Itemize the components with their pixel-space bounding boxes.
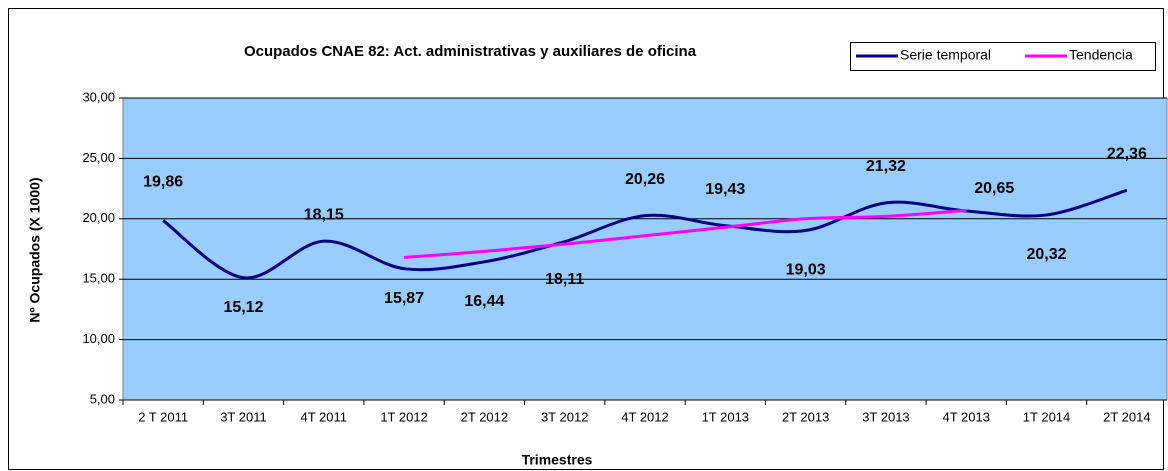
x-tick-label: 2T 2012	[461, 409, 508, 424]
chart-title: Ocupados CNAE 82: Act. administrativas y…	[244, 43, 697, 60]
x-axis-title: Trimestres	[522, 452, 593, 468]
data-label: 19,03	[786, 262, 826, 279]
data-label: 16,44	[464, 293, 504, 310]
x-tick-label: 3T 2011	[220, 409, 267, 424]
y-tick-label: 10,00	[82, 331, 115, 346]
data-label: 20,32	[1027, 246, 1067, 263]
y-tick-label: 5,00	[90, 391, 115, 406]
y-tick-label: 20,00	[82, 210, 115, 225]
series-line	[403, 208, 967, 259]
data-label: 21,32	[866, 158, 906, 175]
data-label: 22,36	[1107, 146, 1147, 163]
y-tick-label: 15,00	[82, 271, 115, 286]
data-label: 15,12	[223, 299, 263, 316]
data-label: 20,65	[974, 180, 1014, 197]
x-tick-label: 3T 2013	[862, 409, 909, 424]
data-label: 18,11	[545, 271, 584, 288]
data-label: 19,43	[705, 181, 745, 198]
x-tick-label: 1T 2013	[702, 409, 749, 424]
x-tick-label: 2 T 2011	[138, 409, 188, 424]
x-tick-label: 2T 2013	[782, 409, 829, 424]
data-label: 15,87	[384, 290, 424, 307]
y-axis-title: Nº Ocupados (X 1000)	[27, 177, 43, 322]
x-tick-label: 1T 2012	[380, 409, 427, 424]
data-label: 18,15	[304, 206, 344, 223]
x-tick-label: 4T 2013	[942, 409, 989, 424]
legend	[850, 42, 1156, 71]
legend-label: Tendencia	[1069, 47, 1133, 63]
y-tick-label: 25,00	[82, 150, 115, 165]
x-tick-label: 2T 2014	[1103, 409, 1150, 424]
x-tick-label: 4T 2011	[301, 409, 348, 424]
x-tick-label: 4T 2012	[621, 409, 668, 424]
y-tick-label: 30,00	[82, 89, 115, 104]
data-label: 19,86	[143, 174, 183, 191]
x-tick-label: 3T 2012	[541, 409, 588, 424]
data-label: 20,26	[625, 171, 665, 188]
legend-label: Serie temporal	[900, 47, 991, 63]
x-tick-label: 1T 2014	[1023, 409, 1070, 424]
plot-area	[122, 97, 1168, 401]
